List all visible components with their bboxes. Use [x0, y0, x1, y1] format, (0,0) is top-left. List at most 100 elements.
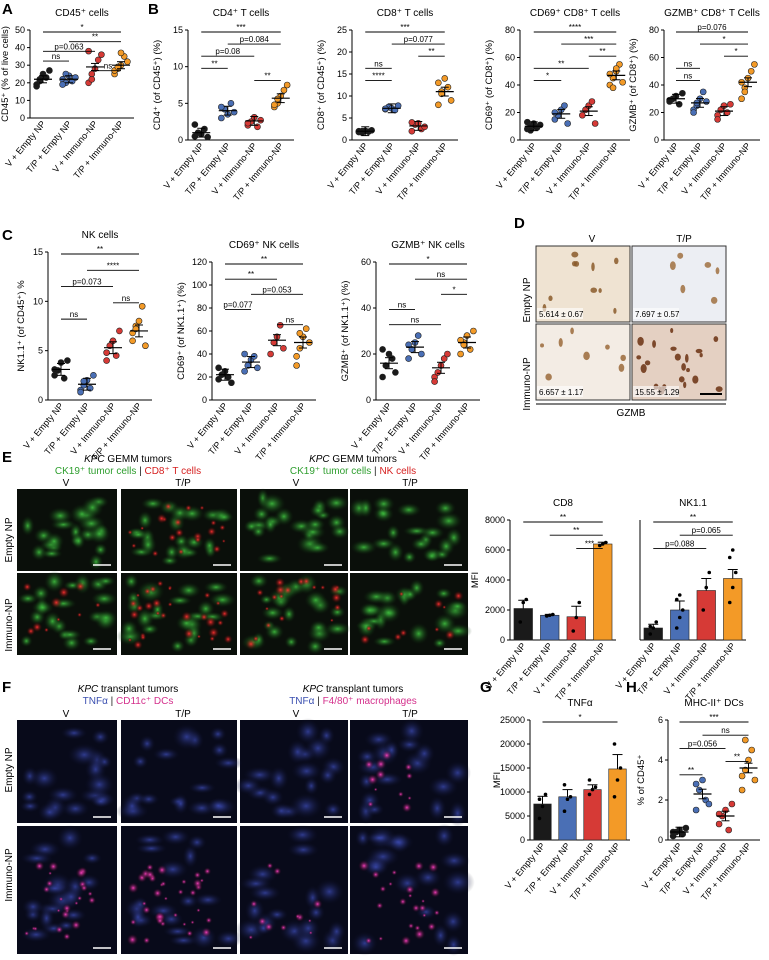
data-point — [606, 70, 614, 78]
d-value-v-immuno: 6.657 ± 1.17 — [539, 388, 584, 397]
magenta-signal — [145, 869, 156, 880]
magenta-signal — [58, 896, 64, 902]
blue-signal — [427, 794, 448, 822]
green-signal — [304, 541, 331, 555]
data-point — [241, 367, 248, 375]
data-point — [603, 540, 608, 545]
stained-cell — [540, 343, 545, 348]
data-point — [215, 364, 222, 372]
chart-cd8-t-cells: CD8⁺ T cells 0 5 10 15 20 25 CD8⁺ (of CD45⁺) (%… — [316, 8, 458, 203]
chart-cd69-nk-cells: CD69⁺ NK cells 0 20 40 60 80 100 120 CD69⁺ (of N… — [176, 240, 316, 463]
y-tick-label: 15 — [337, 69, 347, 79]
stained-cell — [614, 257, 619, 265]
data-point — [138, 302, 146, 310]
data-point — [723, 109, 731, 116]
data-point — [191, 121, 199, 128]
magenta-signal — [127, 882, 139, 894]
data-point — [254, 123, 261, 131]
magenta-signal — [141, 900, 147, 907]
e-row-empty: Empty NP — [4, 517, 15, 562]
red-signal — [256, 588, 264, 597]
red-signal — [156, 580, 164, 587]
data-point — [129, 337, 136, 345]
blue-signal — [214, 929, 243, 948]
y-tick-label: 50 — [15, 25, 25, 35]
data-point — [543, 792, 548, 797]
red-signal — [433, 599, 444, 610]
magenta-signal — [45, 879, 54, 888]
significance-label: p=0.077 — [223, 301, 253, 310]
stained-cell — [571, 251, 579, 258]
data-point — [524, 118, 531, 126]
data-point — [271, 101, 278, 109]
y-tick-label: 5 — [38, 346, 43, 356]
y-tick-label: 80 — [197, 303, 207, 313]
magenta-signal — [373, 787, 378, 792]
data-point — [117, 49, 125, 57]
data-point — [33, 81, 40, 88]
magenta-signal — [156, 864, 168, 876]
data-point — [682, 824, 690, 832]
data-point — [135, 317, 143, 325]
y-tick-label: 5000 — [505, 811, 525, 821]
blue-signal — [431, 922, 450, 949]
red-signal — [155, 610, 161, 616]
green-signal — [140, 497, 166, 511]
y-axis-label: CD69⁺ (of NK1.1⁺) (%) — [176, 282, 187, 380]
green-signal — [259, 594, 274, 605]
blue-signal — [209, 741, 230, 759]
data-point — [741, 88, 749, 96]
significance-label: ** — [264, 71, 270, 80]
red-signal — [127, 529, 133, 535]
data-point — [218, 114, 225, 122]
magenta-signal — [401, 802, 413, 813]
green-signal — [350, 539, 378, 555]
green-signal — [139, 534, 157, 556]
red-signal — [453, 590, 464, 602]
y-tick-label: 15 — [33, 247, 43, 257]
green-signal — [170, 639, 186, 653]
x-tick-label: T/P + Immuno-NP — [72, 119, 126, 181]
chart-title: GZMB⁺ CD8⁺ T Cells — [664, 8, 760, 19]
data-point — [470, 327, 477, 335]
blue-signal — [19, 851, 55, 866]
stained-cell — [670, 346, 677, 351]
blue-signal — [350, 930, 379, 956]
data-point — [751, 61, 758, 68]
data-point — [574, 615, 579, 620]
red-signal — [264, 606, 270, 611]
green-signal — [304, 517, 326, 532]
y-tick-label: 30 — [15, 60, 25, 70]
red-signal — [219, 524, 226, 531]
panel-letter-b: B — [148, 1, 159, 18]
magenta-signal — [376, 901, 384, 910]
red-signal — [181, 610, 193, 623]
significance-label: p=0.08 — [215, 47, 240, 56]
red-signal — [199, 505, 205, 511]
y-tick-label: 0 — [202, 395, 207, 405]
green-signal — [135, 607, 155, 630]
significance-label: ns — [721, 726, 729, 735]
green-signal — [420, 525, 445, 540]
stained-cell — [681, 363, 686, 371]
x-tick-label: T/P + Immuno-NP — [395, 141, 449, 203]
data-point — [680, 608, 685, 612]
x-tick-label: T/P + Immuno-NP — [231, 141, 285, 203]
green-signal — [164, 543, 180, 561]
red-signal — [329, 618, 334, 623]
y-tick-label: 5 — [178, 98, 183, 108]
green-signal — [309, 620, 329, 636]
red-signal — [94, 602, 101, 609]
blue-signal — [177, 893, 199, 909]
y-tick-label: 40 — [505, 80, 515, 90]
green-signal — [71, 532, 86, 550]
panel-e-fluorescence: KPC GEMM tumors CK19⁺ tumor cells | CD8⁺… — [4, 454, 473, 655]
data-point — [597, 543, 602, 548]
stained-cell — [686, 368, 690, 373]
magenta-signal — [295, 913, 301, 919]
data-point — [695, 786, 703, 794]
red-signal — [264, 621, 272, 629]
y-axis-label: MFI — [470, 572, 481, 588]
magenta-signal — [407, 922, 415, 930]
